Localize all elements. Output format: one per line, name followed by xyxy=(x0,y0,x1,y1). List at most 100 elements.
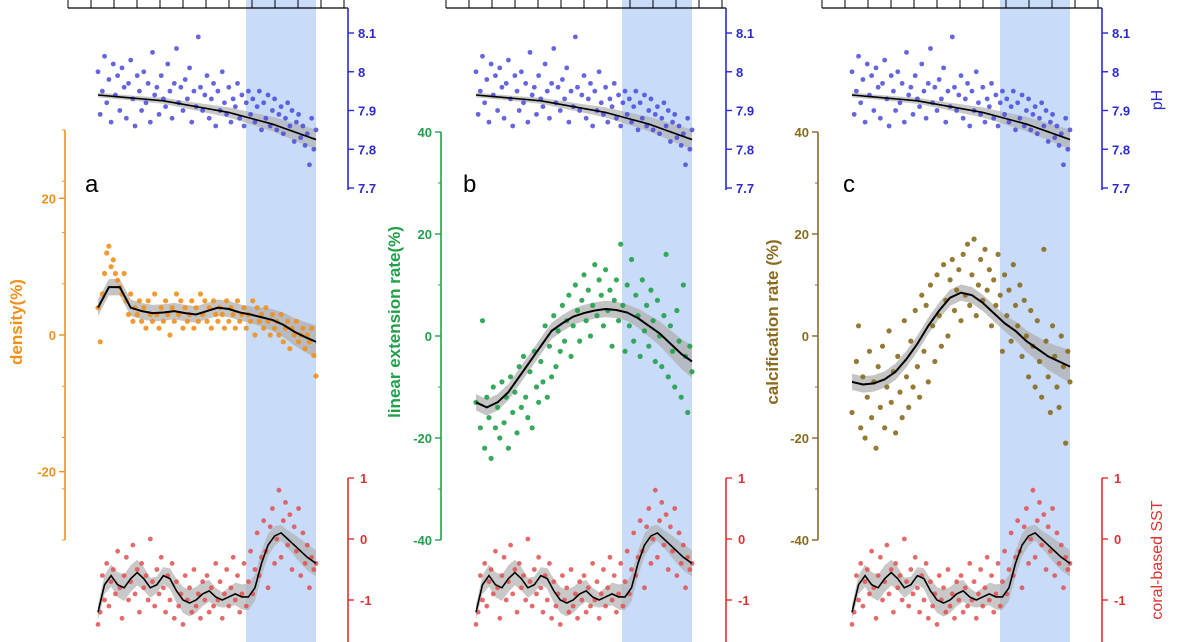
sst-point xyxy=(616,591,621,597)
main-point xyxy=(202,298,208,304)
ph-point xyxy=(154,84,160,90)
main-point xyxy=(982,246,988,252)
ph-point xyxy=(147,119,153,125)
main-point xyxy=(311,352,317,359)
ph-point xyxy=(102,53,107,59)
main-point xyxy=(1012,302,1019,308)
ph-point xyxy=(663,123,669,129)
ph-point xyxy=(952,84,957,90)
ph-point xyxy=(862,119,868,125)
sst-band-a xyxy=(98,525,316,620)
sst-point xyxy=(222,591,227,597)
main-point xyxy=(254,305,260,311)
main-point xyxy=(618,241,624,247)
ph-point xyxy=(298,135,304,141)
main-point xyxy=(581,272,587,278)
main-point xyxy=(495,404,501,410)
main-point xyxy=(484,394,490,400)
sst-point xyxy=(564,585,570,591)
ph-tick-label: 7.8 xyxy=(358,142,376,157)
main-tick-label: 40 xyxy=(418,125,432,140)
ph-point xyxy=(514,88,520,94)
main-point xyxy=(300,325,306,331)
main-point xyxy=(893,430,899,436)
ph-point xyxy=(189,119,195,125)
sst-fit-c xyxy=(851,531,1071,613)
sst-point xyxy=(1030,487,1036,493)
ph-tick-label: 8 xyxy=(358,65,365,80)
sst-point xyxy=(891,609,896,615)
main-point xyxy=(927,282,934,288)
sst-point xyxy=(276,487,282,493)
main-point xyxy=(667,323,674,329)
main-point xyxy=(949,256,955,263)
sst-point xyxy=(590,561,596,566)
ph-point xyxy=(542,61,548,67)
ph-point xyxy=(605,119,611,125)
sst-point xyxy=(110,567,116,572)
sst-point xyxy=(862,579,868,585)
ph-point xyxy=(252,119,258,125)
main-point xyxy=(230,311,236,318)
main-point xyxy=(613,277,620,283)
ph-point xyxy=(919,61,925,67)
sst-point xyxy=(1045,524,1051,530)
ph-point xyxy=(1006,119,1012,125)
ph-point xyxy=(529,92,535,98)
ph-point xyxy=(1017,115,1023,121)
sst-point xyxy=(158,554,164,560)
sst-point xyxy=(560,573,565,578)
sst-point xyxy=(113,591,118,597)
sst-point xyxy=(95,622,101,627)
main-point xyxy=(960,251,966,257)
main-point xyxy=(596,277,602,283)
main-y-label: linear extension rate(%) xyxy=(385,226,404,418)
sst-point xyxy=(668,524,673,530)
ph-point xyxy=(156,111,162,117)
ph-point xyxy=(579,92,585,98)
main-point xyxy=(689,369,695,375)
ph-point xyxy=(555,84,561,90)
main-point xyxy=(620,302,626,308)
ph-point xyxy=(633,88,639,94)
sst-point xyxy=(923,561,929,566)
main-point xyxy=(184,318,190,324)
main-point xyxy=(195,318,201,324)
main-point xyxy=(665,374,671,380)
sst-point xyxy=(285,542,291,548)
main-tick-label: -20 xyxy=(37,465,56,480)
sst-point xyxy=(978,567,984,572)
ph-point xyxy=(921,88,927,94)
main-point xyxy=(938,343,944,349)
sst-point xyxy=(108,579,114,585)
ph-point xyxy=(976,100,981,106)
ph-point xyxy=(256,88,262,94)
ph-point xyxy=(1039,100,1045,106)
main-point xyxy=(574,307,581,314)
main-point xyxy=(849,409,855,416)
sst-point xyxy=(106,603,112,609)
panel-letter: a xyxy=(85,171,99,198)
sst-point xyxy=(986,597,992,603)
sst-point xyxy=(989,573,994,578)
ph-point xyxy=(635,127,641,133)
sst-point xyxy=(1041,512,1047,517)
ph-point xyxy=(886,123,892,129)
ph-point xyxy=(475,111,481,117)
sst-point xyxy=(145,597,151,603)
main-point xyxy=(555,328,561,334)
sst-point xyxy=(302,561,308,566)
ph-axis-label: pH xyxy=(1149,90,1166,110)
ph-tick-label: 8.1 xyxy=(736,26,754,41)
ph-point xyxy=(642,92,647,98)
sst-point xyxy=(570,603,576,609)
main-point xyxy=(101,270,108,277)
sst-point xyxy=(208,585,214,591)
main-point xyxy=(180,325,186,331)
sst-point xyxy=(1000,579,1005,585)
main-point xyxy=(858,425,864,431)
sst-point xyxy=(579,597,585,603)
main-point xyxy=(169,305,175,311)
ph-point xyxy=(1063,115,1069,121)
ph-point xyxy=(897,100,903,106)
